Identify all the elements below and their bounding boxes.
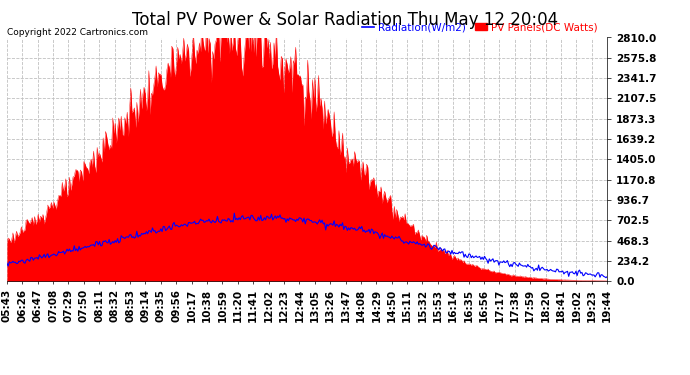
- Text: Copyright 2022 Cartronics.com: Copyright 2022 Cartronics.com: [7, 28, 148, 37]
- Text: Total PV Power & Solar Radiation Thu May 12 20:04: Total PV Power & Solar Radiation Thu May…: [132, 11, 558, 29]
- Legend: Radiation(W/m2), PV Panels(DC Watts): Radiation(W/m2), PV Panels(DC Watts): [357, 18, 602, 37]
